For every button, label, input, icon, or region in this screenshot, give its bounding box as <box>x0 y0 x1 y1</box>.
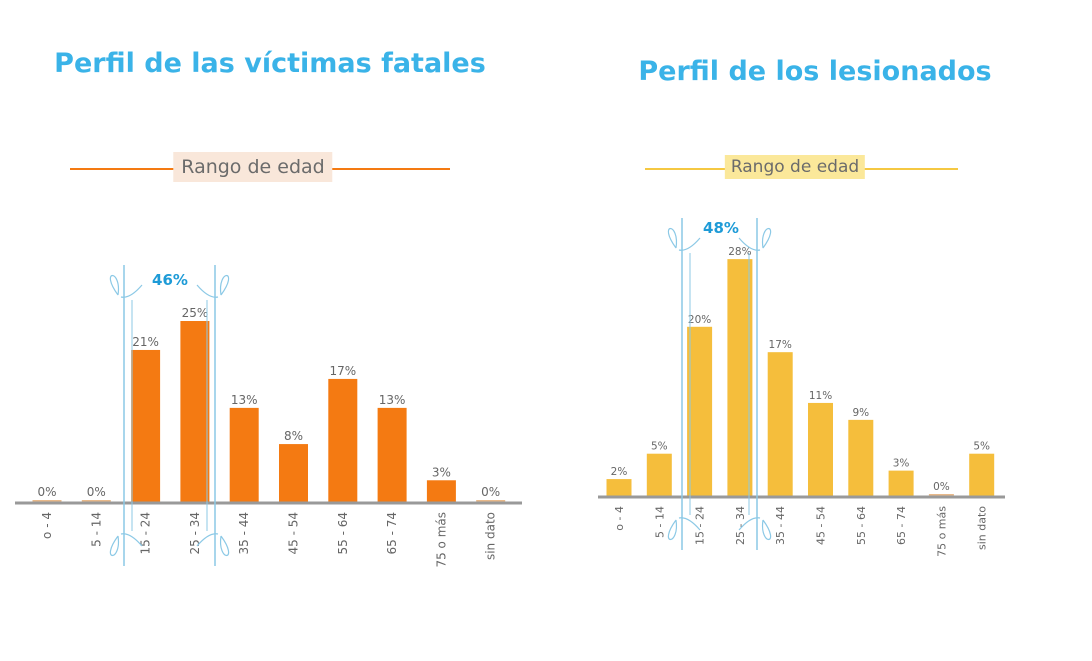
injured-bracket-arrow-bottom-icon <box>667 517 701 541</box>
fatal-data-label: 0% <box>87 485 106 499</box>
fatal-tick-label: sin dato <box>484 512 498 560</box>
fatal-tick-label: 35 - 44 <box>237 512 251 555</box>
fatal-data-label: 13% <box>231 393 258 407</box>
injured-bar <box>606 479 632 496</box>
injured-data-label: 17% <box>769 339 792 351</box>
fatal-tick-label: 65 - 74 <box>385 512 399 555</box>
injured-bar <box>767 352 793 496</box>
injured-tick-label: 45 - 54 <box>815 506 828 545</box>
injured-chart-title: Perfil de los lesionados <box>638 56 992 87</box>
injured-bar <box>687 326 713 496</box>
fatal-tick-label: 45 - 54 <box>287 512 301 555</box>
fatal-bracket-arrow-top-icon <box>196 274 230 298</box>
injured-bar <box>848 419 874 496</box>
injured-data-label: 11% <box>809 390 832 402</box>
fatal-tick-label: o - 4 <box>40 512 54 539</box>
injured-highlight-label: 48% <box>703 219 739 237</box>
fatal-bar <box>180 321 210 502</box>
injured-tick-label: 65 - 74 <box>895 506 908 545</box>
fatal-bar <box>131 349 161 502</box>
fatal-chart-title: Perfil de las víctimas fatales <box>54 48 486 79</box>
injured-tick-label: sin dato <box>976 506 989 550</box>
injured-data-label: 3% <box>893 458 910 470</box>
injured-data-label: 28% <box>728 246 751 258</box>
injured-tick-label: 15 - 24 <box>694 506 707 545</box>
fatal-data-label: 8% <box>284 429 303 443</box>
injured-bar <box>888 470 914 496</box>
injured-data-label: 5% <box>973 441 990 453</box>
injured-bar <box>646 453 672 496</box>
fatal-highlight-label: 46% <box>152 271 188 289</box>
injured-bracket-arrow-top-icon <box>667 227 701 251</box>
injured-range-label: Rango de edad <box>724 155 866 179</box>
fatal-bar <box>377 407 407 502</box>
injured-bracket-arrow-top-icon <box>738 227 772 251</box>
fatal-bar <box>81 500 111 502</box>
fatal-bar <box>476 500 506 502</box>
fatal-data-label: 17% <box>329 364 356 378</box>
injured-tick-label: 55 - 64 <box>855 506 868 545</box>
injured-data-label: 9% <box>852 407 869 419</box>
injured-bar <box>808 402 833 496</box>
fatal-data-label: 21% <box>132 335 159 349</box>
injured-tick-label: 5 - 14 <box>653 506 666 538</box>
fatal-tick-label: 5 - 14 <box>89 512 103 547</box>
fatal-tick-label: 55 - 64 <box>336 512 350 555</box>
fatal-data-label: 0% <box>481 485 500 499</box>
fatal-tick-label: 75 o más <box>434 512 448 568</box>
injured-bracket-arrow-bottom-icon <box>738 517 772 541</box>
injured-bar <box>727 259 753 496</box>
fatal-tick-label: 15 - 24 <box>139 512 153 555</box>
injured-data-label: 2% <box>611 466 628 478</box>
fatal-bracket-arrow-top-icon <box>109 274 143 298</box>
fatal-bar <box>279 444 308 502</box>
injured-data-label: 0% <box>933 481 950 493</box>
fatal-data-label: 13% <box>379 393 406 407</box>
injured-tick-label: 75 o más <box>935 506 948 557</box>
injured-tick-label: 25 - 34 <box>734 506 747 545</box>
fatal-data-label: 25% <box>182 306 209 320</box>
fatal-tick-label: 25 - 34 <box>188 512 202 555</box>
injured-data-label: 20% <box>688 314 711 326</box>
fatal-bar <box>328 378 358 502</box>
fatal-bar <box>229 407 259 502</box>
injured-bar <box>969 453 995 496</box>
injured-tick-label: o - 4 <box>613 506 626 531</box>
fatal-data-label: 3% <box>432 465 451 479</box>
fatal-bar <box>32 500 62 502</box>
injured-bar <box>928 494 954 496</box>
injured-data-label: 5% <box>651 441 668 453</box>
injured-tick-label: 35 - 44 <box>774 506 787 545</box>
fatal-bar <box>426 480 456 502</box>
fatal-bracket-arrow-bottom-icon <box>109 533 143 557</box>
fatal-bracket-arrow-bottom-icon <box>196 533 230 557</box>
fatal-data-label: 0% <box>37 485 56 499</box>
fatal-range-label: Rango de edad <box>173 152 333 182</box>
